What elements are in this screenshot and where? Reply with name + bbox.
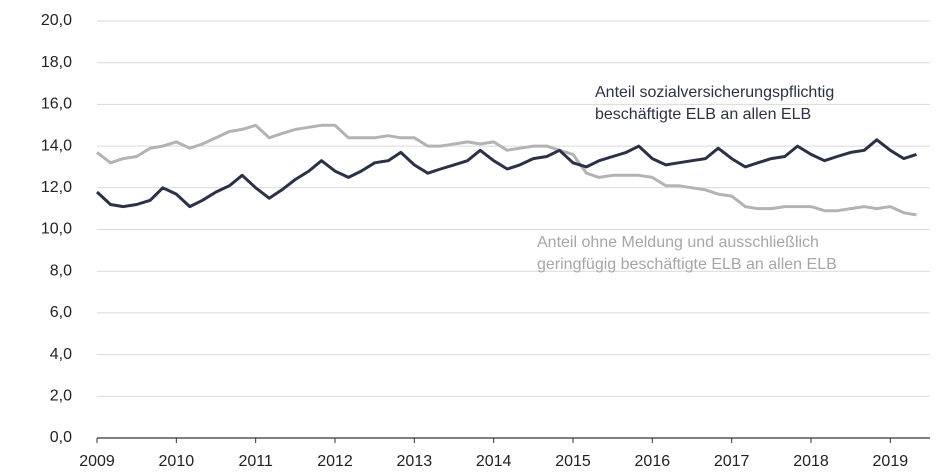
x-tick-label: 2014: [476, 453, 512, 470]
x-tick-label: 2012: [317, 453, 353, 470]
x-tick-label: 2015: [555, 453, 591, 470]
y-tick-label: 18,0: [41, 54, 72, 71]
series-line: [95, 138, 917, 209]
series-label: Anteil ohne Meldung und ausschließlich: [537, 234, 819, 251]
y-tick-label: 4,0: [50, 346, 72, 363]
x-tick-label: 2017: [714, 453, 750, 470]
series-label: Anteil sozialversicherungspflichtig: [595, 84, 834, 101]
series-label: geringfügig beschäftigte ELB an allen EL…: [537, 256, 837, 273]
y-tick-label: 16,0: [41, 96, 72, 113]
x-tick-label: 2013: [397, 453, 433, 470]
series-line: [96, 123, 917, 217]
y-tick-label: 8,0: [50, 262, 72, 279]
y-tick-label: 0,0: [50, 429, 72, 446]
y-tick-label: 10,0: [41, 221, 72, 238]
y-tick-label: 12,0: [41, 179, 72, 196]
y-tick-label: 14,0: [41, 137, 72, 154]
x-tick-label: 2010: [159, 453, 195, 470]
y-tick-label: 2,0: [50, 388, 72, 405]
series-label: beschäftigte ELB an allen ELB: [595, 106, 811, 123]
y-tick-label: 20,0: [41, 12, 72, 29]
x-tick-label: 2016: [635, 453, 671, 470]
y-tick-label: 6,0: [50, 304, 72, 321]
x-tick-label: 2018: [793, 453, 829, 470]
x-tick-label: 2009: [79, 453, 115, 470]
x-tick-label: 2019: [873, 453, 909, 470]
x-tick-label: 2011: [238, 453, 273, 470]
